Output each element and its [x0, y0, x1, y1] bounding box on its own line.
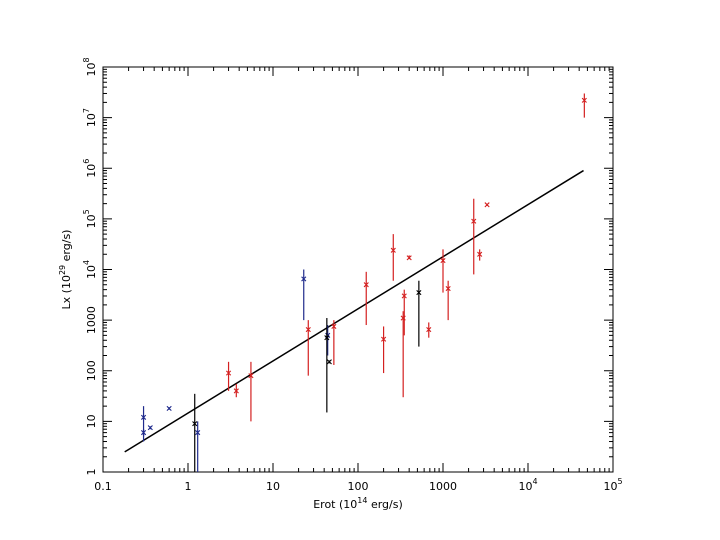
- x-tick-label: 1000: [429, 480, 457, 493]
- red-data-point: [390, 234, 396, 281]
- point-marker: [301, 276, 307, 282]
- point-marker: [140, 414, 147, 420]
- red-data-point: [445, 280, 451, 321]
- y-axis-ticks: 1 10 100 1000 104 105 106 107 108: [82, 57, 613, 476]
- point-marker: [147, 425, 153, 431]
- point-marker: [440, 257, 446, 264]
- fit-line: [124, 169, 584, 453]
- y-tick-label: 1: [85, 469, 98, 476]
- point-marker: [140, 430, 147, 436]
- black-data-point: [192, 393, 198, 472]
- point-marker: [406, 255, 412, 261]
- red-data-point: [380, 326, 387, 374]
- point-marker: [192, 421, 198, 427]
- red-data-point: [440, 249, 446, 293]
- x-tick-label: 0.1: [94, 480, 112, 493]
- blue-data-point: [166, 405, 172, 412]
- point-marker: [445, 285, 451, 292]
- point-marker: [363, 282, 369, 288]
- point-marker: [305, 327, 311, 333]
- point-marker: [426, 327, 432, 333]
- red-data-point: [363, 271, 369, 326]
- red-data-point: [305, 320, 311, 376]
- point-marker: [477, 251, 483, 257]
- blue-data-point: [147, 425, 153, 431]
- black-data-point: [416, 280, 422, 347]
- data-points: [140, 93, 587, 472]
- point-marker: [331, 323, 337, 330]
- blue-data-point: [140, 429, 147, 437]
- red-data-point: [331, 320, 337, 365]
- point-marker: [233, 388, 239, 394]
- fit-line-group: [124, 169, 584, 453]
- point-marker: [380, 336, 387, 342]
- red-data-point: [484, 202, 490, 208]
- point-marker: [248, 373, 254, 379]
- red-data-point: [477, 249, 483, 261]
- x-axis-label: Erot (1014 erg/s): [313, 496, 403, 511]
- y-tick-label: 104: [82, 260, 98, 279]
- red-data-point: [401, 289, 407, 336]
- x-tick-label: 100: [348, 480, 369, 493]
- y-tick-label: 108: [82, 57, 98, 76]
- red-data-point: [233, 383, 239, 398]
- red-data-point: [426, 322, 432, 338]
- point-marker: [195, 430, 201, 436]
- blue-data-point: [301, 269, 307, 321]
- x-axis-ticks: 0.1 1 10 100 1000 104 105: [94, 67, 623, 493]
- plot-frame: [102, 66, 614, 473]
- x-tick-label: 104: [518, 477, 537, 493]
- y-tick-label: 107: [82, 108, 98, 127]
- x-tick-label: 105: [603, 477, 622, 493]
- blue-data-point: [195, 421, 201, 472]
- point-marker: [471, 218, 477, 224]
- point-marker: [324, 335, 330, 341]
- point-marker: [225, 370, 232, 376]
- point-marker: [581, 97, 587, 103]
- point-marker: [390, 247, 396, 253]
- y-tick-label: 10: [85, 414, 98, 428]
- y-axis-label: Lx (1029 erg/s): [58, 230, 73, 310]
- point-marker: [484, 202, 490, 208]
- point-marker: [166, 405, 172, 412]
- point-marker: [416, 289, 422, 296]
- point-marker: [326, 359, 332, 365]
- y-tick-label: 105: [82, 209, 98, 228]
- black-data-point: [324, 318, 330, 413]
- red-data-point: [581, 93, 587, 118]
- y-tick-label: 100: [85, 360, 98, 381]
- blue-data-point: [325, 325, 331, 356]
- y-tick-label: 1000: [85, 306, 98, 334]
- red-data-point: [471, 198, 477, 275]
- red-data-point: [225, 361, 232, 391]
- red-data-point: [248, 361, 254, 422]
- y-tick-label: 106: [82, 159, 98, 178]
- black-data-point: [326, 359, 332, 365]
- red-data-point: [406, 255, 412, 261]
- axes: 0.1 1 10 100 1000 104 105 11010010001041051061…: [58, 57, 623, 511]
- x-tick-label: 10: [266, 480, 280, 493]
- point-marker: [401, 293, 407, 299]
- x-tick-label: 1: [185, 480, 192, 493]
